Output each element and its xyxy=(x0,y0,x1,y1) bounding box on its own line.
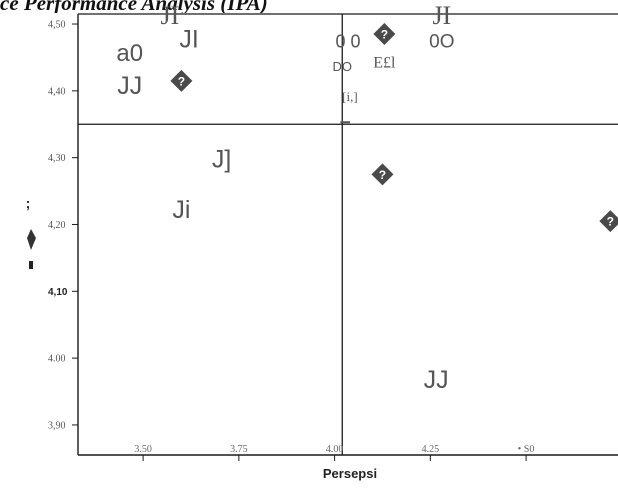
y-tick-label: 4,30 xyxy=(48,153,66,164)
point-label: [i,] xyxy=(342,89,358,104)
point-label: DO xyxy=(333,59,353,74)
point-label: J] xyxy=(212,146,231,174)
y-axis-marker-bar xyxy=(29,261,33,269)
marker-glyph: ? xyxy=(381,28,388,42)
y-tick-label: 4,20 xyxy=(48,220,66,231)
diamond-marker-icon xyxy=(599,210,618,233)
y-tick-label: 4,50 xyxy=(48,20,66,31)
diamond-marker-icon xyxy=(371,163,394,186)
x-tick-label: 4.00 xyxy=(326,444,344,455)
y-tick-label: 4.00 xyxy=(48,354,66,365)
x-axis-label: Persepsi xyxy=(323,466,377,481)
point-label: E£l xyxy=(373,54,396,71)
point-label: a0 xyxy=(116,40,143,67)
marker-glyph: ? xyxy=(379,168,386,182)
y-axis-label: ; xyxy=(26,195,31,211)
x-tick-label: 3.50 xyxy=(134,444,152,455)
x-tick-label: 4.25 xyxy=(422,444,440,455)
point-label: JI xyxy=(179,25,198,53)
point-label: 0O xyxy=(429,31,454,52)
y-tick-label: 4,10 xyxy=(48,287,68,298)
diamond-marker-icon xyxy=(170,69,193,92)
x-tick-label: 3.75 xyxy=(230,444,248,455)
chart-title: ce Performance Analysis (IPA) xyxy=(0,0,268,13)
y-axis-marker-icon xyxy=(27,229,36,250)
diamond-marker-icon xyxy=(373,23,396,46)
point-label: Ji xyxy=(172,196,190,224)
y-tick-label: 3,90 xyxy=(48,420,66,431)
x-tick-label: • S0 xyxy=(518,444,535,455)
marker-glyph: ? xyxy=(607,215,614,229)
y-tick-label: 4,40 xyxy=(48,86,66,97)
point-label: JJ xyxy=(117,72,142,100)
point-label: JJ xyxy=(424,366,449,394)
point-label: 0 0 xyxy=(335,31,360,51)
point-label: JI xyxy=(161,1,180,30)
point-label: JI xyxy=(432,1,451,30)
marker-glyph: ? xyxy=(178,74,185,88)
